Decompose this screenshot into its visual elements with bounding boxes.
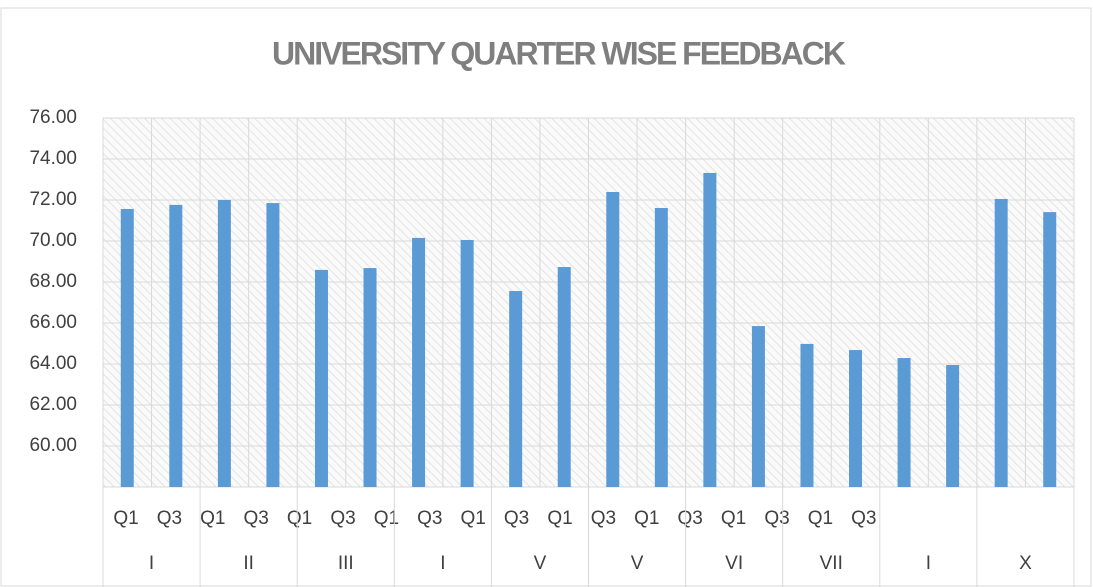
y-tick-label: 74.00 — [29, 148, 77, 169]
x-tick-label: Q3 — [678, 508, 703, 529]
bar — [557, 267, 571, 487]
bar — [120, 209, 134, 487]
bar — [751, 326, 765, 487]
group-label: V — [534, 553, 547, 574]
group-label: VII — [820, 553, 843, 574]
y-tick-label: 60.00 — [29, 435, 77, 456]
group-label: V — [631, 553, 644, 574]
x-tick-label: Q3 — [157, 508, 182, 529]
group-label: X — [1019, 553, 1032, 574]
bar — [946, 365, 960, 487]
bar — [606, 192, 620, 487]
x-tick-label: Q3 — [764, 508, 789, 529]
x-tick-label: Q1 — [374, 508, 399, 529]
group-label: I — [926, 553, 931, 574]
group-label: I — [440, 553, 445, 574]
x-tick-label: Q3 — [244, 508, 269, 529]
bar — [314, 269, 328, 487]
bar — [897, 358, 911, 487]
y-tick-label: 70.00 — [29, 230, 77, 251]
bar — [509, 291, 523, 487]
group-label: III — [338, 553, 354, 574]
group-label: II — [243, 553, 254, 574]
x-tick-label: Q1 — [547, 508, 572, 529]
bar — [654, 207, 668, 487]
y-tick-label: 62.00 — [29, 394, 77, 415]
bar — [217, 200, 231, 487]
x-tick-label: Q3 — [504, 508, 529, 529]
bar — [800, 343, 814, 487]
bar — [169, 204, 183, 488]
group-label: I — [149, 553, 154, 574]
bar — [849, 350, 863, 487]
x-tick-label: Q3 — [851, 508, 876, 529]
y-tick-label: 64.00 — [29, 353, 77, 374]
x-tick-label: Q1 — [634, 508, 659, 529]
bar — [994, 198, 1008, 487]
x-tick-label: Q1 — [808, 508, 833, 529]
x-tick-label: Q1 — [721, 508, 746, 529]
x-tick-label: Q1 — [113, 508, 138, 529]
bar — [1043, 212, 1057, 487]
group-label: VI — [725, 553, 743, 574]
x-tick-label: Q1 — [287, 508, 312, 529]
x-tick-label: Q1 — [461, 508, 486, 529]
y-tick-label: 72.00 — [29, 189, 77, 210]
x-tick-label: Q3 — [417, 508, 442, 529]
y-tick-label: 76.00 — [29, 107, 77, 128]
y-tick-label: 66.00 — [29, 312, 77, 333]
x-tick-label: Q3 — [591, 508, 616, 529]
y-tick-label: 68.00 — [29, 271, 77, 292]
x-tick-label: Q1 — [200, 508, 225, 529]
bar — [266, 203, 280, 487]
bar — [412, 237, 426, 487]
bar — [460, 239, 474, 487]
bar — [363, 268, 377, 487]
x-tick-label: Q3 — [330, 508, 355, 529]
bar — [703, 172, 717, 487]
chart-title: UNIVERSITY QUARTER WISE FEEDBACK — [272, 35, 846, 71]
